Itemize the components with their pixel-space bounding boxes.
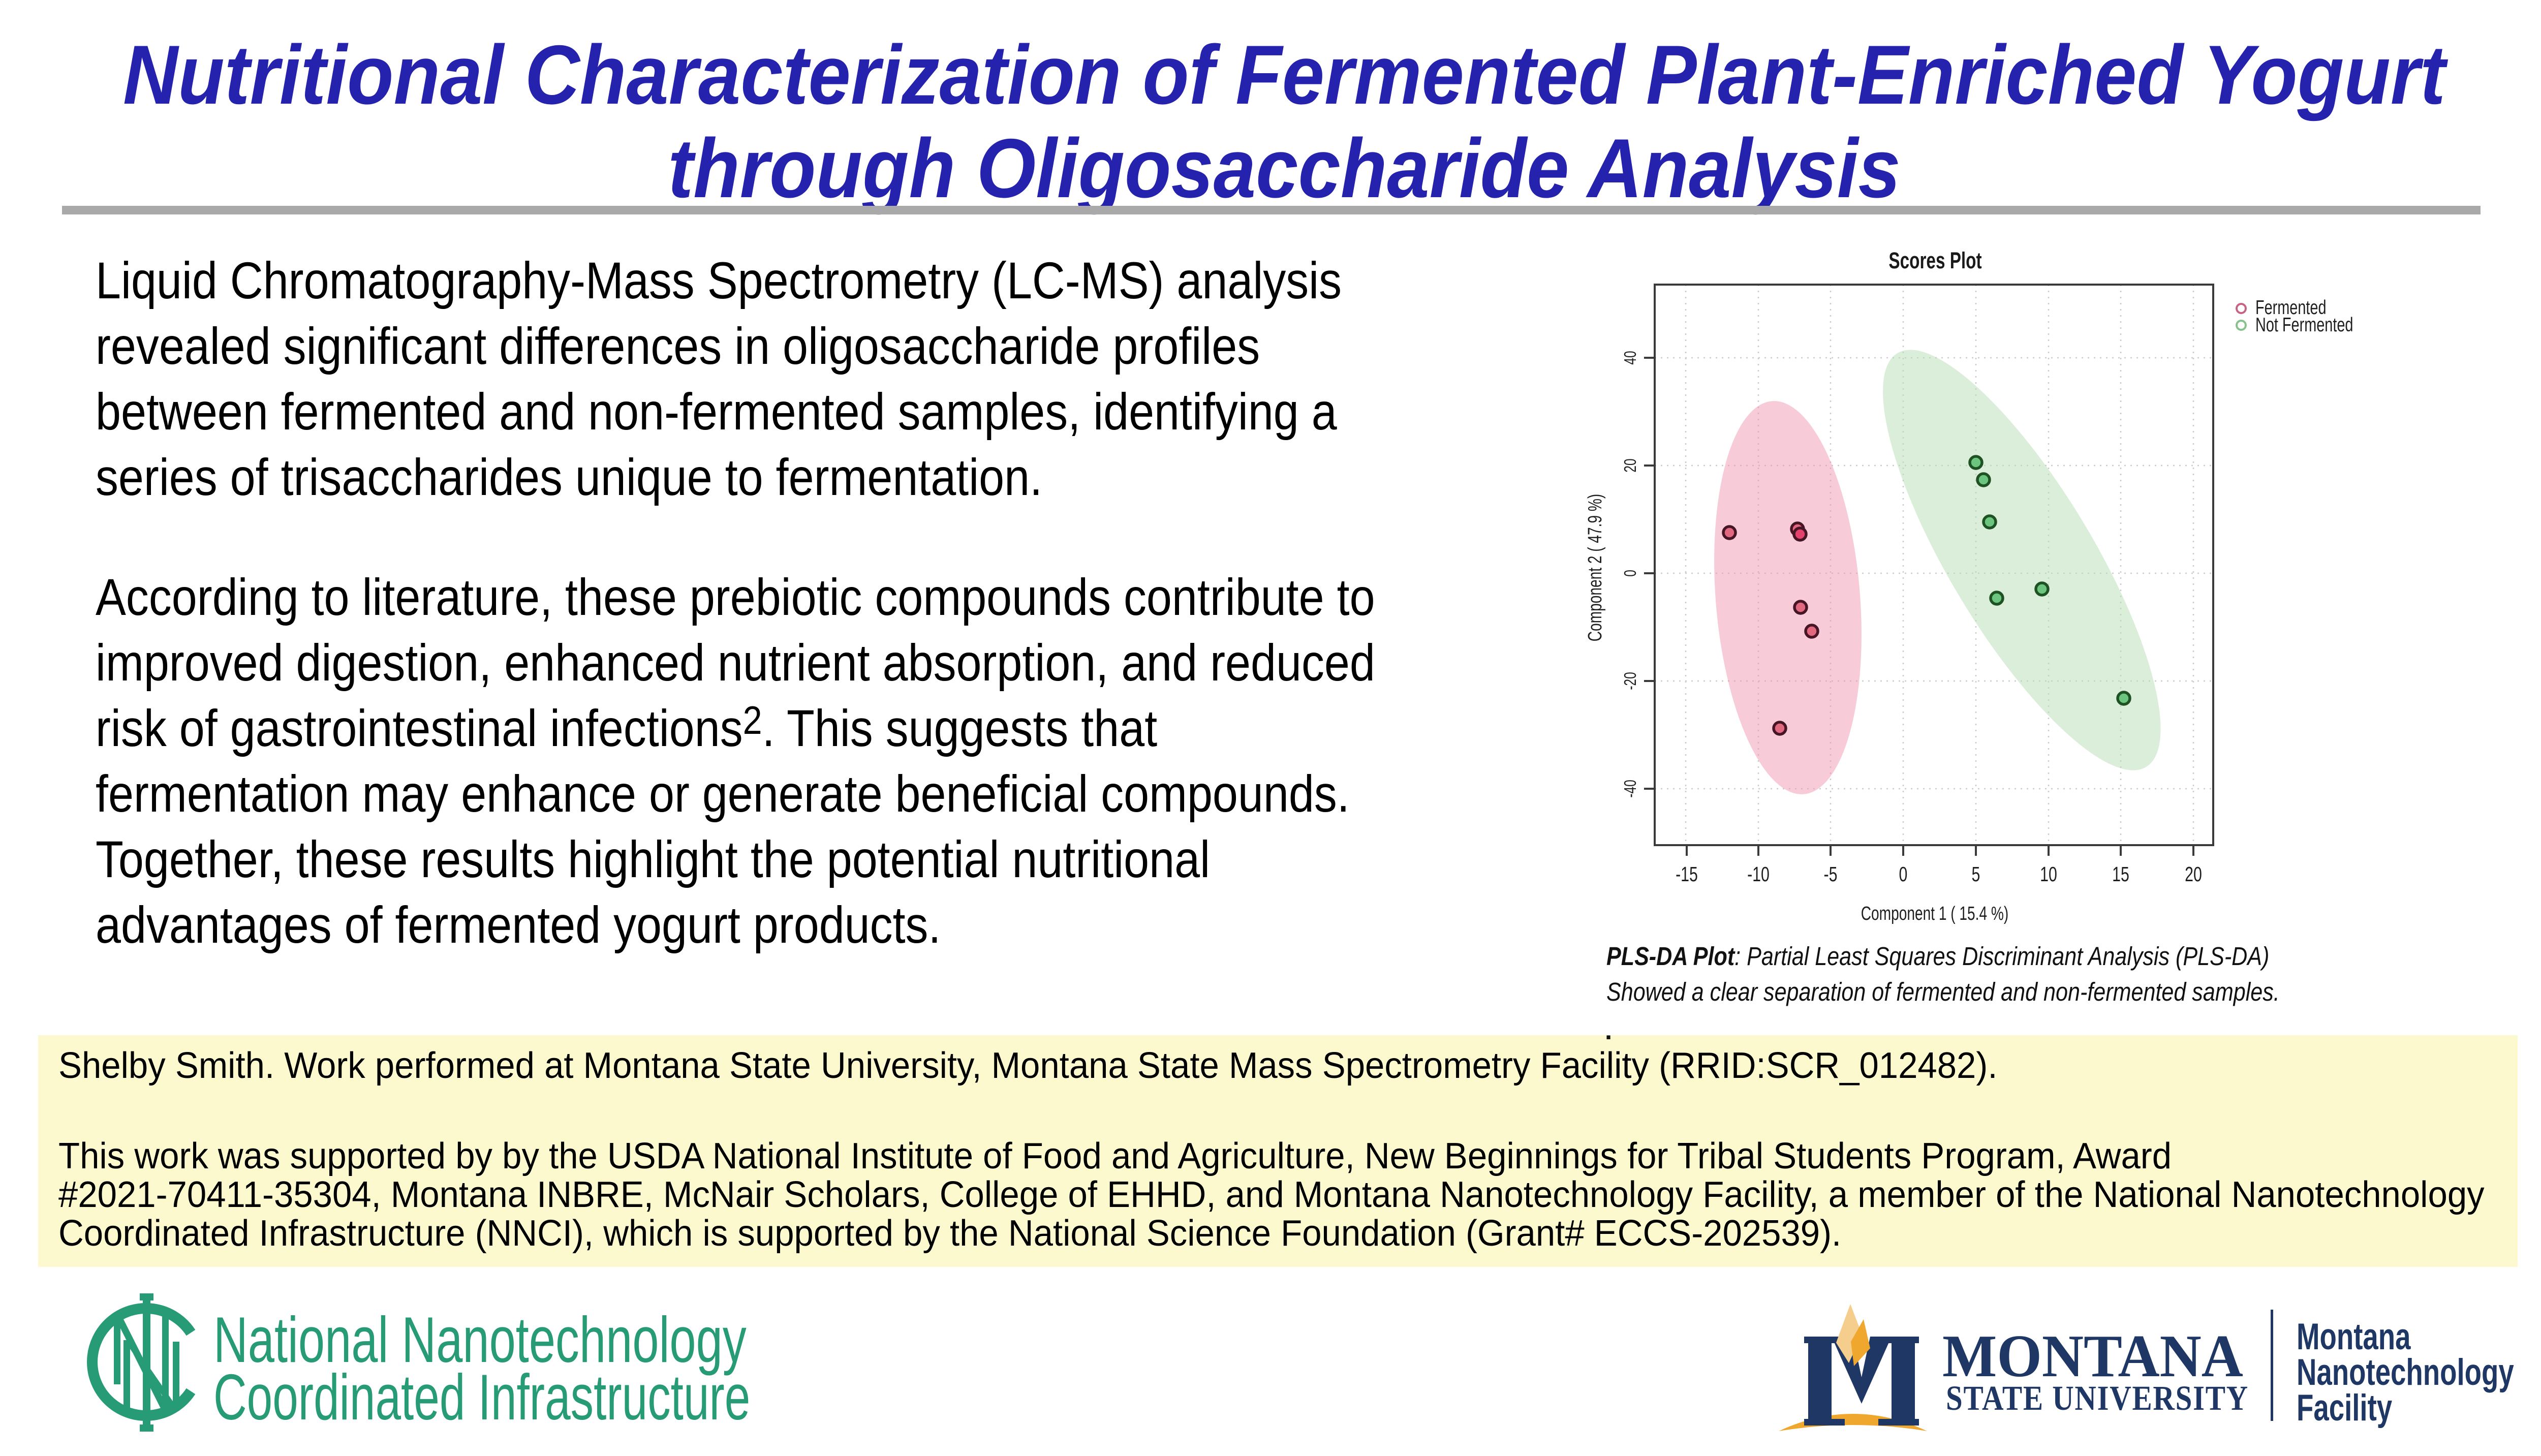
svg-text:-20: -20 bbox=[1622, 672, 1640, 690]
svg-text:-10: -10 bbox=[1747, 862, 1770, 886]
svg-text:0: 0 bbox=[1622, 570, 1640, 577]
svg-text:-40: -40 bbox=[1622, 780, 1640, 797]
svg-text:-15: -15 bbox=[1676, 862, 1698, 886]
svg-text:0: 0 bbox=[1899, 862, 1908, 886]
svg-text:Component 2 ( 47.9 %): Component 2 ( 47.9 %) bbox=[1585, 494, 1606, 642]
svg-text:40: 40 bbox=[1622, 351, 1640, 364]
svg-text:Fermented: Fermented bbox=[2255, 297, 2327, 319]
svg-text:5: 5 bbox=[1972, 862, 1980, 886]
svg-text:Component 1 ( 15.4 %): Component 1 ( 15.4 %) bbox=[1861, 903, 2009, 924]
svg-text:15: 15 bbox=[2112, 862, 2129, 886]
svg-text:10: 10 bbox=[2040, 862, 2057, 886]
svg-text:20: 20 bbox=[2185, 862, 2202, 886]
svg-text:Scores Plot: Scores Plot bbox=[1888, 248, 1981, 273]
svg-text:-5: -5 bbox=[1824, 862, 1838, 886]
svg-text:Not Fermented: Not Fermented bbox=[2255, 314, 2353, 336]
svg-text:20: 20 bbox=[1622, 458, 1640, 472]
